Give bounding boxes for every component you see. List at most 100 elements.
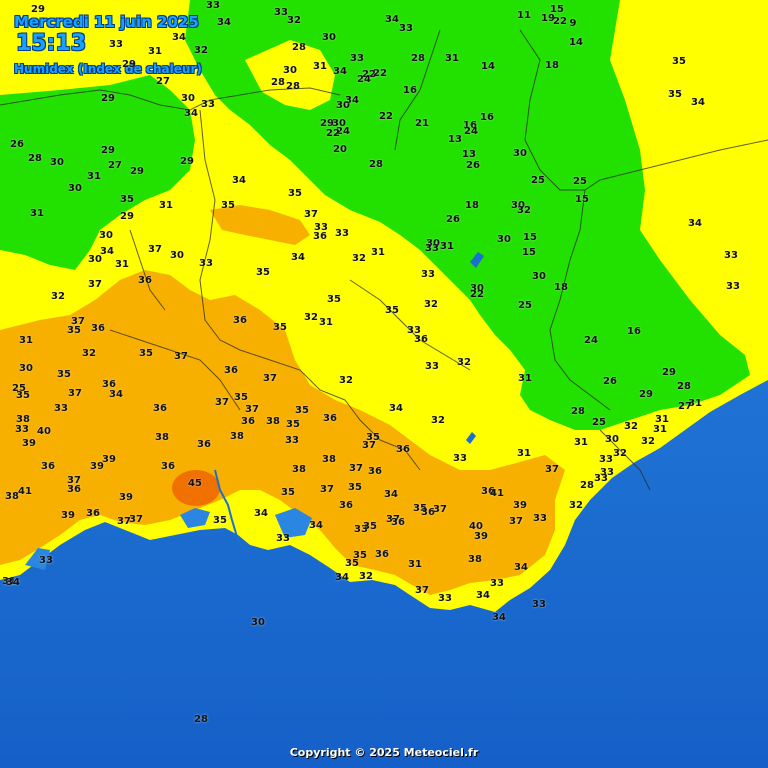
station-value: 37	[67, 475, 81, 486]
station-value: 40	[37, 426, 51, 437]
station-value: 36	[339, 500, 353, 511]
station-value: 32	[424, 299, 438, 310]
station-value: 33	[532, 599, 546, 610]
station-value: 31	[574, 437, 588, 448]
station-value: 31	[518, 373, 532, 384]
station-value: 32	[624, 421, 638, 432]
station-value: 32	[641, 436, 655, 447]
station-value: 36	[241, 416, 255, 427]
station-value: 39	[102, 454, 116, 465]
station-value: 36	[414, 334, 428, 345]
station-value: 35	[281, 487, 295, 498]
station-value: 30	[251, 617, 265, 628]
station-value: 27	[678, 401, 692, 412]
station-value: 28	[28, 153, 42, 164]
station-value: 35	[348, 482, 362, 493]
station-value: 34	[389, 403, 403, 414]
station-value: 33	[599, 454, 613, 465]
station-value: 35	[385, 305, 399, 316]
station-value: 9	[569, 18, 577, 29]
station-value: 29	[122, 59, 136, 70]
station-value: 15	[575, 194, 589, 205]
green-west	[0, 75, 195, 270]
station-value: 28	[286, 81, 300, 92]
station-value: 28	[580, 480, 594, 491]
station-value: 30	[322, 32, 336, 43]
station-value: 31	[517, 448, 531, 459]
station-value: 15	[550, 4, 564, 15]
station-value: 14	[481, 61, 495, 72]
station-value: 15	[522, 247, 536, 258]
station-value: 34	[335, 572, 349, 583]
station-value: 36	[161, 461, 175, 472]
station-value: 30	[88, 254, 102, 265]
station-value: 37	[117, 516, 131, 527]
station-value: 30	[170, 250, 184, 261]
station-value: 13	[462, 149, 476, 160]
station-value: 32	[517, 205, 531, 216]
station-value: 19	[541, 13, 555, 24]
station-value: 16	[480, 112, 494, 123]
station-value: 33	[600, 467, 614, 478]
station-value: 37	[433, 504, 447, 515]
station-value: 33	[276, 533, 290, 544]
station-value: 28	[194, 714, 208, 725]
station-value: 33	[399, 23, 413, 34]
station-value: 22	[326, 128, 340, 139]
rhone-river	[214, 469, 249, 553]
station-value: 30	[336, 100, 350, 111]
station-value: 34	[254, 508, 268, 519]
station-value: 41	[490, 488, 504, 499]
station-value: 38	[5, 491, 19, 502]
station-value: 34	[6, 577, 20, 588]
station-value: 26	[10, 139, 24, 150]
station-value: 39	[90, 461, 104, 472]
station-value: 24	[357, 74, 371, 85]
station-value: 13	[448, 134, 462, 145]
station-value: 30	[605, 434, 619, 445]
station-value: 37	[415, 585, 429, 596]
station-value: 18	[545, 60, 559, 71]
station-value: 36	[323, 413, 337, 424]
station-value: 35	[221, 200, 235, 211]
station-value: 33	[533, 513, 547, 524]
station-value: 27	[156, 76, 170, 87]
station-value: 31	[313, 61, 327, 72]
station-value: 18	[554, 282, 568, 293]
station-value: 38	[292, 464, 306, 475]
station-value: 40	[469, 521, 483, 532]
station-value: 29	[320, 118, 334, 129]
station-value: 26	[603, 376, 617, 387]
station-value: 34	[691, 97, 705, 108]
lake-serre-poncon	[470, 252, 484, 268]
station-value: 34	[333, 66, 347, 77]
station-value: 37	[88, 279, 102, 290]
station-value: 25	[592, 417, 606, 428]
station-value: 33	[594, 473, 608, 484]
station-value: 29	[662, 367, 676, 378]
station-value: 32	[569, 500, 583, 511]
station-value: 25	[573, 176, 587, 187]
station-value: 18	[465, 200, 479, 211]
station-value: 28	[677, 381, 691, 392]
station-value: 31	[19, 335, 33, 346]
station-value: 36	[233, 315, 247, 326]
station-value: 34	[172, 32, 186, 43]
station-value: 32	[352, 253, 366, 264]
station-value: 34	[384, 489, 398, 500]
station-value: 28	[369, 159, 383, 170]
station-value: 33	[726, 281, 740, 292]
station-value: 22	[470, 289, 484, 300]
station-value: 30	[332, 118, 346, 129]
station-value: 33	[274, 7, 288, 18]
station-value: 32	[613, 448, 627, 459]
station-value: 32	[51, 291, 65, 302]
station-value: 29	[180, 156, 194, 167]
station-value: 38	[468, 554, 482, 565]
station-value: 34	[232, 175, 246, 186]
station-value: 33	[453, 453, 467, 464]
station-value: 22	[553, 16, 567, 27]
station-value: 33	[54, 403, 68, 414]
station-value: 31	[319, 317, 333, 328]
station-value: 45	[188, 478, 202, 489]
